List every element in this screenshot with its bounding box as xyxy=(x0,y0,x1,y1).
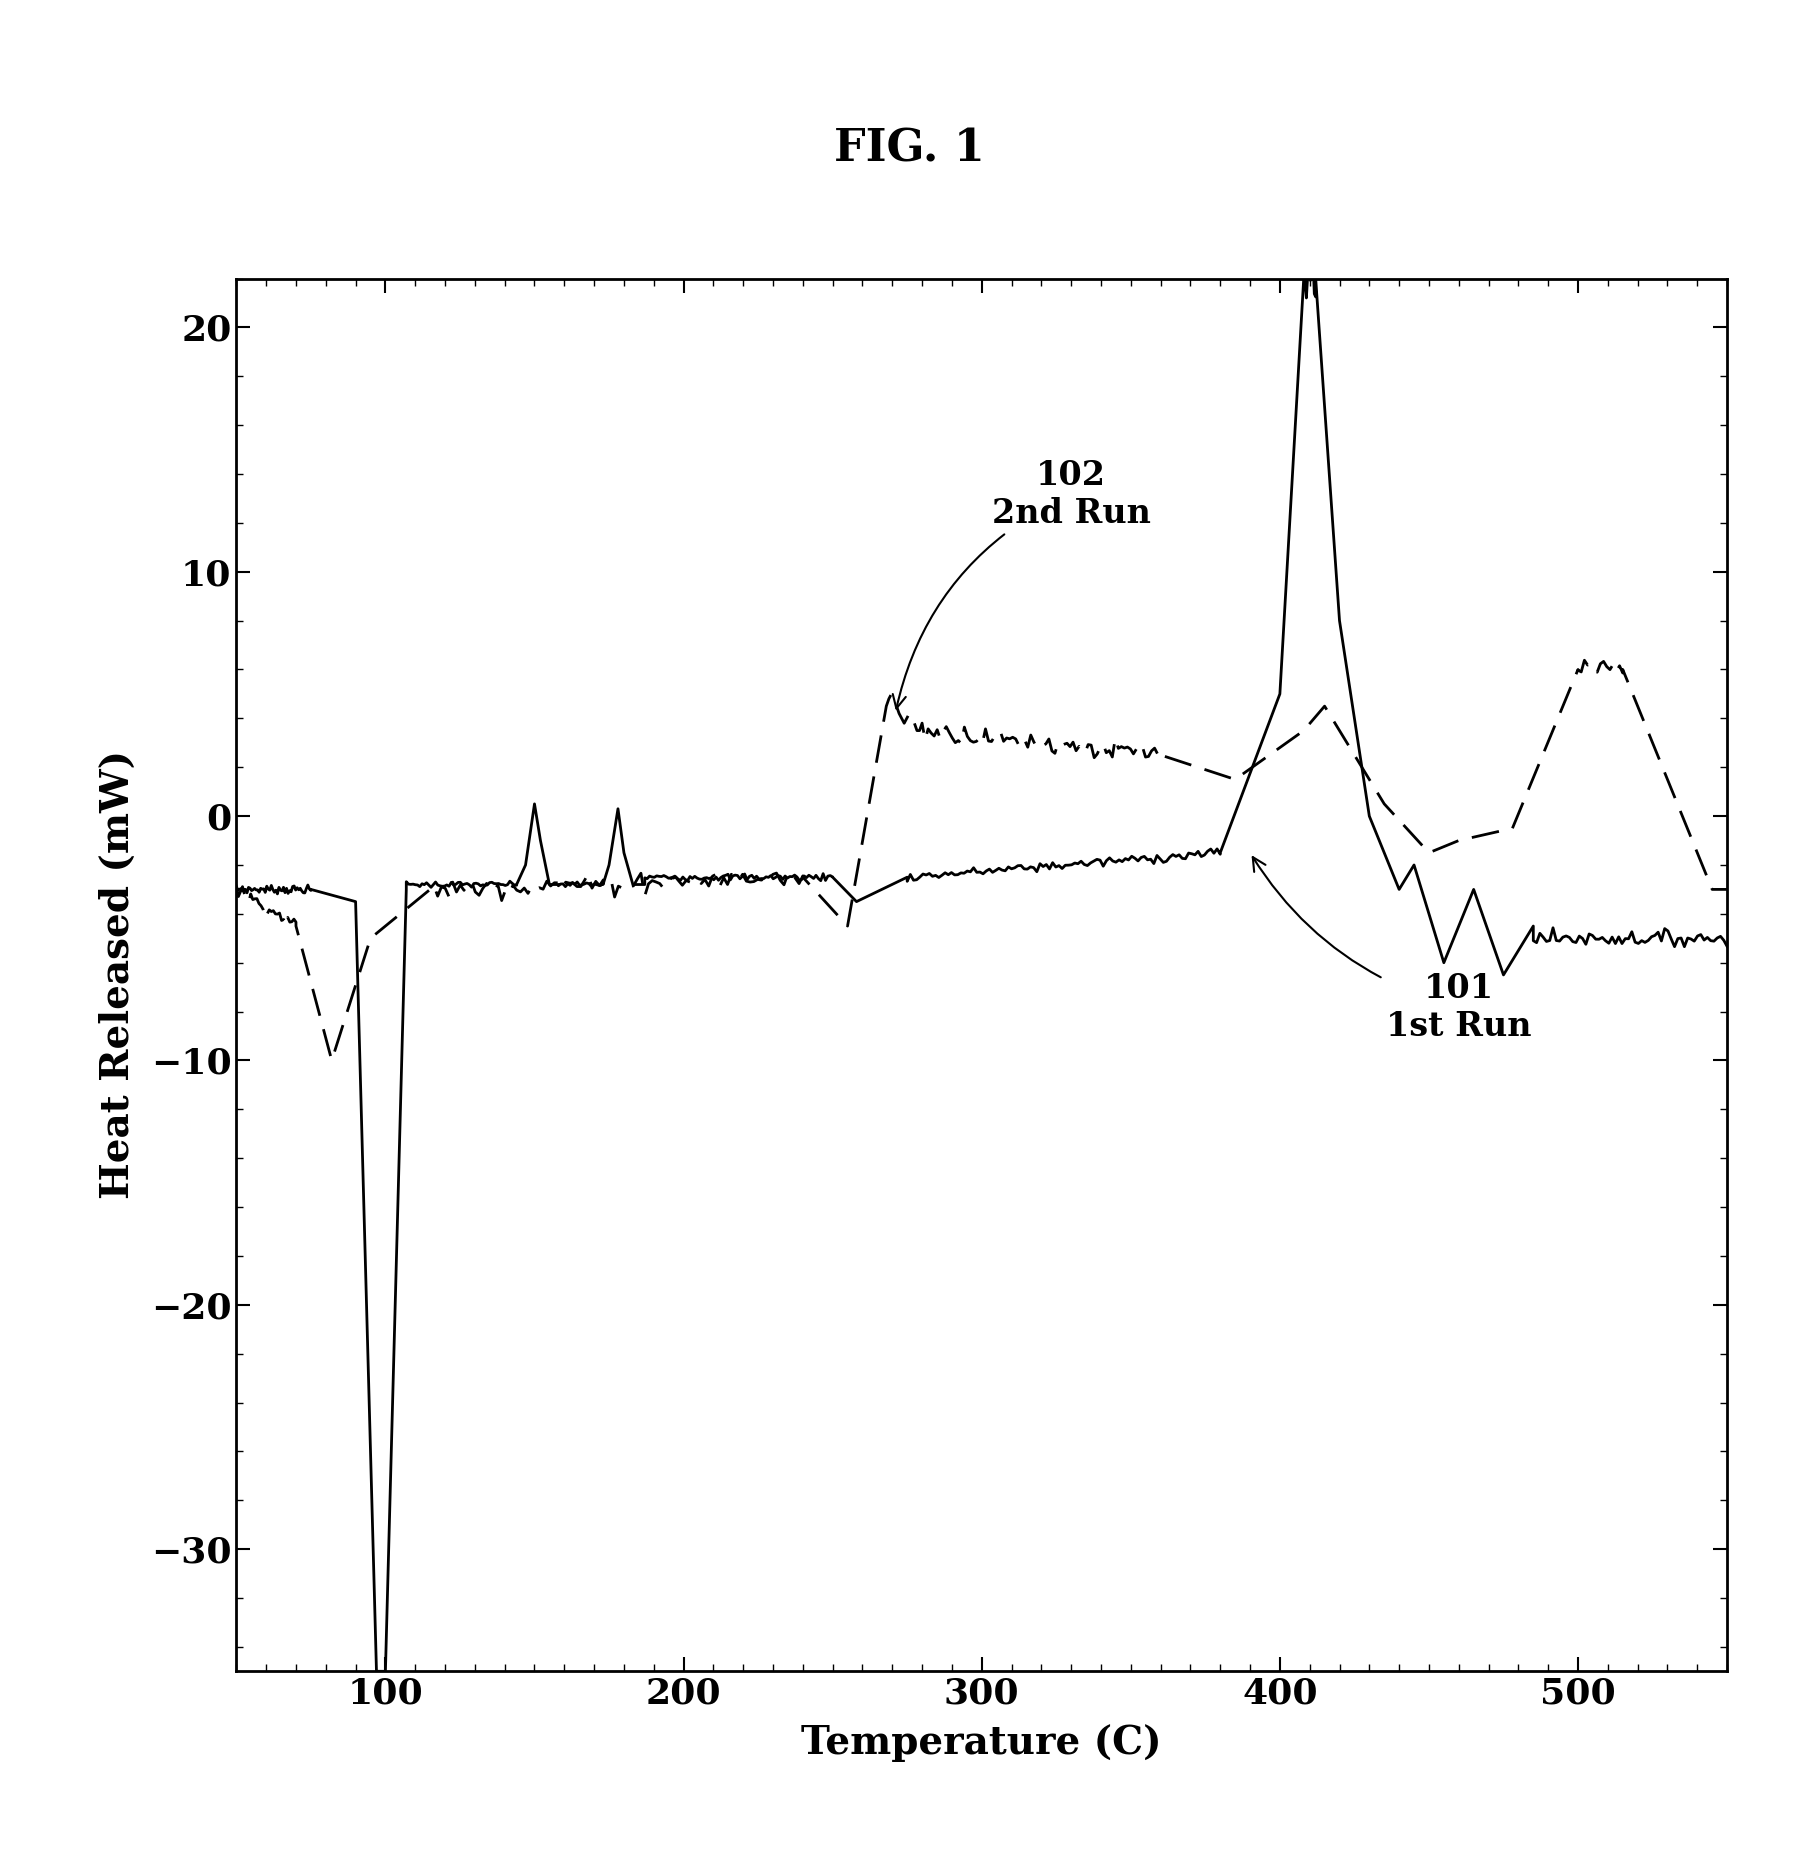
X-axis label: Temperature (C): Temperature (C) xyxy=(802,1723,1162,1762)
Text: 102
2nd Run: 102 2nd Run xyxy=(893,459,1151,709)
Text: 101
1st Run: 101 1st Run xyxy=(1253,858,1531,1044)
Y-axis label: Heat Released (mW): Heat Released (mW) xyxy=(98,750,136,1200)
Text: FIG. 1: FIG. 1 xyxy=(834,126,984,171)
